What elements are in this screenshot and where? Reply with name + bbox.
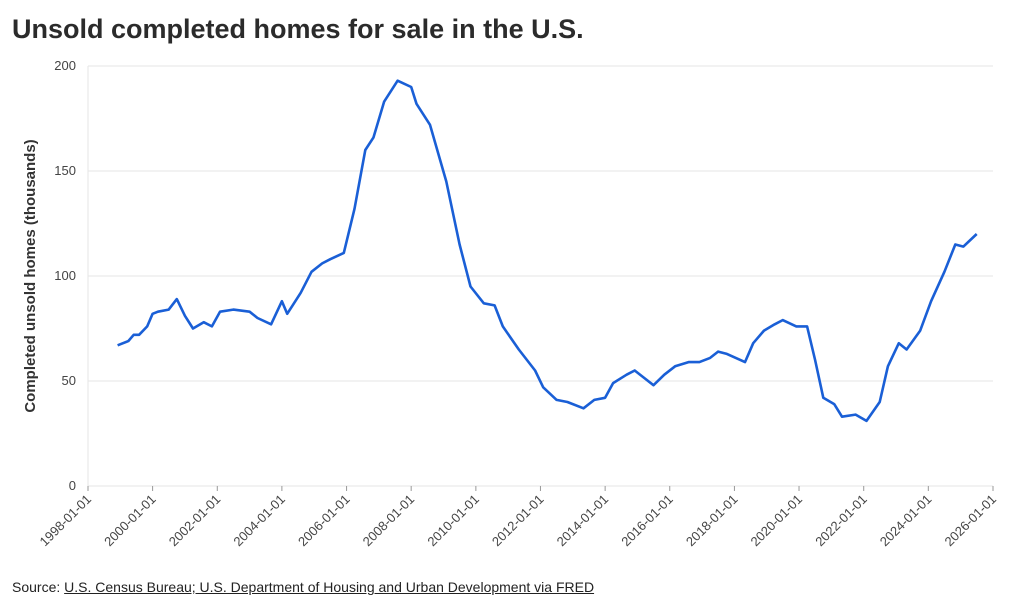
source: Source: U.S. Census Bureau; U.S. Departm…	[12, 579, 594, 595]
x-tick-label: 2022-01-01	[812, 492, 870, 550]
chart-title: Unsold completed homes for sale in the U…	[12, 14, 584, 44]
x-tick-label: 2004-01-01	[230, 492, 288, 550]
x-tick-label: 2010-01-01	[424, 492, 482, 550]
x-tick-label: 2000-01-01	[101, 492, 159, 550]
y-tick-label: 100	[54, 268, 76, 283]
x-tick-label: 2002-01-01	[166, 492, 224, 550]
source-link[interactable]: U.S. Census Bureau; U.S. Department of H…	[64, 579, 595, 595]
y-tick-label: 0	[69, 478, 76, 493]
chart: Unsold completed homes for sale in the U…	[12, 14, 999, 550]
x-tick-label: 2008-01-01	[360, 492, 418, 550]
x-tick-label: 1998-01-01	[36, 492, 94, 550]
x-tick-label: 2020-01-01	[748, 492, 806, 550]
y-tick-label: 200	[54, 58, 76, 73]
x-tick-label: 2006-01-01	[295, 492, 353, 550]
x-tick-label: 2012-01-01	[489, 492, 547, 550]
x-tick-label: 2018-01-01	[683, 492, 741, 550]
data-line	[117, 79, 978, 423]
x-tick-label: 2024-01-01	[877, 492, 935, 550]
x-tick-label: 2016-01-01	[618, 492, 676, 550]
y-axis-label: Completed unsold homes (thousands)	[22, 139, 39, 412]
x-tick-label: 2014-01-01	[554, 492, 612, 550]
source-label: Source:	[12, 579, 61, 595]
y-tick-label: 150	[54, 163, 76, 178]
x-tick-label: 2026-01-01	[941, 492, 999, 550]
y-tick-label: 50	[62, 373, 76, 388]
